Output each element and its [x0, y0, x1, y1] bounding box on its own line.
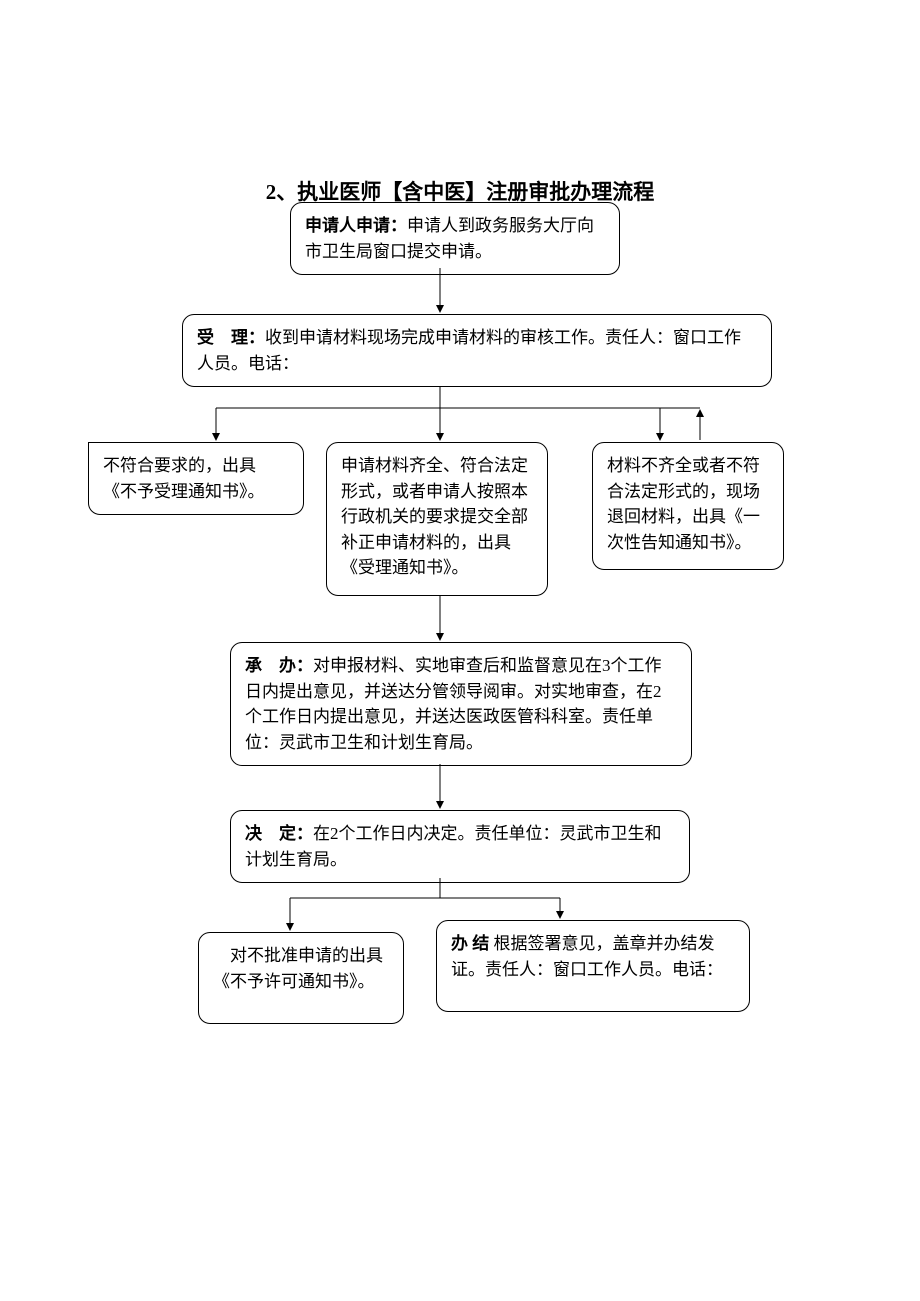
node-right-text: 材料不齐全或者不符合法定形式的，现场退回材料，出具《一次性告知通知书》。	[607, 456, 760, 552]
node-mid: 申请材料齐全、符合法定形式，或者申请人按照本行政机关的要求提交全部补正申请材料的…	[326, 442, 548, 596]
node-complete-text: 根据签署意见，盖章并办结发证。责任人：窗口工作人员。电话：	[451, 934, 723, 979]
node-process: 承 办：对申报材料、实地审查后和监督意见在3个工作日内提出意见，并送达分管领导阅…	[230, 642, 692, 766]
node-accept: 受 理：收到申请材料现场完成申请材料的审核工作。责任人：窗口工作人员。电话：	[182, 314, 772, 387]
title-text: 2、执业医师【含中医】注册审批办理流程	[266, 180, 655, 204]
node-complete: 办 结 根据签署意见，盖章并办结发证。责任人：窗口工作人员。电话：	[436, 920, 750, 1012]
node-accept-text: 收到申请材料现场完成申请材料的审核工作。责任人：窗口工作人员。电话：	[197, 328, 741, 373]
node-deny-text: 对不批准申请的出具《不予许可通知书》。	[213, 946, 383, 991]
node-mid-text: 申请材料齐全、符合法定形式，或者申请人按照本行政机关的要求提交全部补正申请材料的…	[341, 456, 528, 577]
node-decide: 决 定：在2个工作日内决定。责任单位：灵武市卫生和计划生育局。	[230, 810, 690, 883]
node-deny: 对不批准申请的出具《不予许可通知书》。	[198, 932, 404, 1024]
node-accept-bold: 受 理：	[197, 328, 265, 347]
node-apply-bold: 申请人申请：	[305, 216, 407, 235]
node-decide-bold: 决 定：	[245, 824, 313, 843]
node-reject-left: 不符合要求的，出具《不予受理通知书》。	[88, 442, 304, 515]
node-apply: 申请人申请：申请人到政务服务大厅向市卫生局窗口提交申请。	[290, 202, 620, 275]
node-complete-bold: 办 结	[451, 934, 489, 953]
node-reject-left-text: 不符合要求的，出具《不予受理通知书》。	[103, 456, 265, 501]
node-process-bold: 承 办：	[245, 656, 313, 675]
node-right: 材料不齐全或者不符合法定形式的，现场退回材料，出具《一次性告知通知书》。	[592, 442, 784, 570]
